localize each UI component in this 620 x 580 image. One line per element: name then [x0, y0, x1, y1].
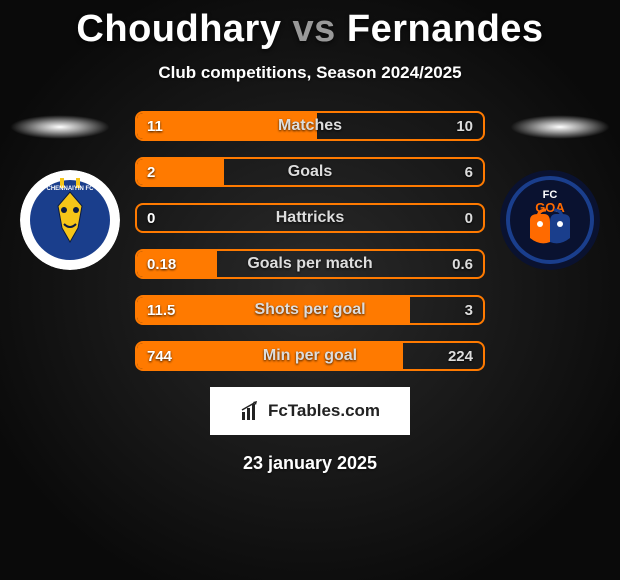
- badge-shadow-left: [10, 115, 110, 139]
- badge-shadow-right: [510, 115, 610, 139]
- stat-label: Shots per goal: [137, 301, 483, 319]
- stat-label: Min per goal: [137, 347, 483, 365]
- stat-row: 11Matches10: [135, 111, 485, 141]
- fc-goa-icon: FC GOA: [500, 170, 600, 270]
- stat-row: 0Hattricks0: [135, 203, 485, 233]
- brand-box[interactable]: FcTables.com: [210, 387, 410, 435]
- stat-label: Matches: [137, 117, 483, 135]
- stat-label: Goals per match: [137, 255, 483, 273]
- stats-container: 11Matches10 2Goals6 0Hattricks0 0.18Goals p…: [135, 111, 485, 371]
- stat-value-right: 0: [465, 210, 473, 227]
- stat-value-right: 224: [448, 348, 473, 365]
- team-badge-left: CHENNAIYIN FC: [20, 170, 120, 270]
- fctables-logo-icon: [240, 400, 262, 422]
- stat-value-right: 0.6: [452, 256, 473, 273]
- stat-row: 0.18Goals per match0.6: [135, 249, 485, 279]
- team-badge-right: FC GOA: [500, 170, 600, 270]
- svg-text:CHENNAIYIN FC: CHENNAIYIN FC: [46, 186, 94, 192]
- stat-label: Hattricks: [137, 209, 483, 227]
- stat-value-right: 10: [456, 118, 473, 135]
- stat-row: 744Min per goal224: [135, 341, 485, 371]
- stat-value-right: 6: [465, 164, 473, 181]
- vs-text: vs: [293, 8, 336, 50]
- player1-name: Choudhary: [76, 8, 281, 50]
- brand-label: FcTables.com: [268, 401, 380, 421]
- player2-name: Fernandes: [347, 8, 544, 50]
- stat-row: 2Goals6: [135, 157, 485, 187]
- subtitle: Club competitions, Season 2024/2025: [0, 63, 620, 83]
- stat-value-right: 3: [465, 302, 473, 319]
- stat-row: 11.5Shots per goal3: [135, 295, 485, 325]
- date-label: 23 january 2025: [0, 453, 620, 474]
- stat-label: Goals: [137, 163, 483, 181]
- chennaiyin-fc-icon: CHENNAIYIN FC: [20, 170, 120, 270]
- page-title: Choudhary vs Fernandes: [0, 0, 620, 51]
